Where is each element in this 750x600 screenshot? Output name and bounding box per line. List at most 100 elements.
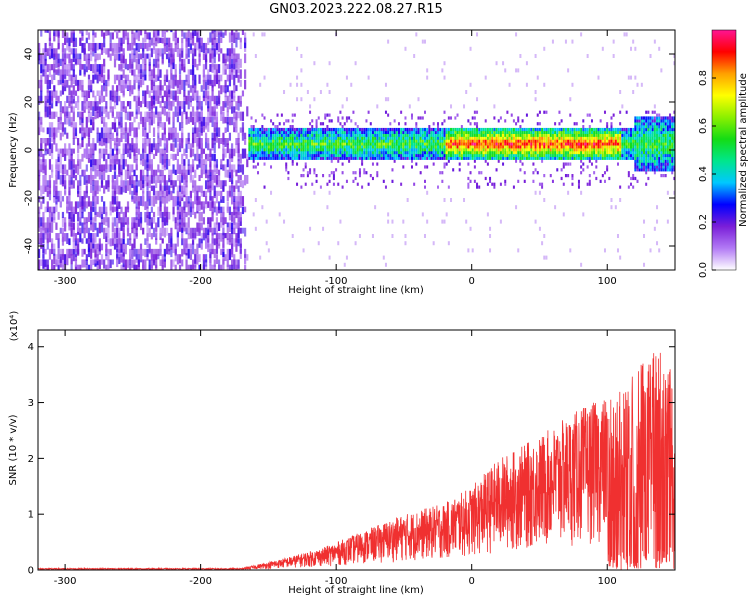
heatmap-cell — [421, 127, 424, 132]
heatmap-cell — [627, 145, 630, 149]
heatmap-cell — [298, 133, 301, 137]
heatmap-cell — [287, 153, 290, 158]
heatmap-cell — [96, 127, 99, 134]
heatmap-cell — [580, 136, 583, 140]
heatmap-cell — [632, 139, 635, 143]
heatmap-cell — [259, 139, 262, 143]
heatmap-cell — [484, 159, 487, 163]
heatmap-cell — [204, 164, 208, 174]
heatmap-cell — [272, 136, 275, 140]
heatmap-cell — [142, 148, 145, 160]
heatmap-cell — [107, 79, 110, 87]
heatmap-cell — [465, 148, 468, 152]
heatmap-cell — [616, 130, 619, 134]
heatmap-cell — [90, 174, 93, 186]
heatmap-cell — [545, 255, 548, 260]
heatmap-cell — [450, 145, 453, 149]
heatmap-cell — [601, 142, 604, 146]
heatmap-cell — [330, 142, 333, 146]
heatmap-cell — [57, 159, 60, 168]
heatmap-cell — [285, 162, 288, 166]
heatmap-cell — [42, 174, 45, 186]
heatmap-cell — [217, 243, 221, 249]
heatmap-cell — [189, 248, 192, 255]
heatmap-cell — [270, 142, 273, 146]
heatmap-cell — [233, 74, 236, 86]
heatmap-cell — [536, 156, 539, 160]
heatmap-cell — [354, 61, 357, 66]
heatmap-cell — [230, 116, 234, 126]
heatmap-cell — [619, 139, 622, 143]
heatmap-cell — [230, 106, 234, 114]
heatmap-cell — [580, 139, 583, 143]
heatmap-cell — [111, 122, 114, 130]
heatmap-cell — [61, 174, 65, 185]
heatmap-cell — [272, 133, 275, 137]
heatmap-cell — [532, 142, 535, 146]
heatmap-cell — [204, 138, 208, 149]
heatmap-cell — [113, 153, 117, 165]
heatmap-cell — [235, 85, 238, 92]
heatmap-cell — [597, 148, 600, 152]
heatmap-cell — [495, 150, 498, 155]
heatmap-cell — [42, 259, 45, 269]
heatmap-cell — [196, 185, 199, 194]
heatmap-cell — [289, 153, 292, 158]
heatmap-cell — [111, 217, 114, 224]
heatmap-cell — [515, 136, 518, 140]
heatmap-cell — [239, 248, 242, 259]
heatmap-cell — [70, 32, 73, 43]
heatmap-cell — [152, 42, 156, 51]
heatmap-cell — [64, 101, 67, 112]
heatmap-cell — [296, 182, 299, 186]
heatmap-cell — [226, 159, 229, 168]
heatmap-cell — [406, 127, 409, 132]
heatmap-cell — [191, 64, 195, 76]
heatmap-cell — [636, 153, 639, 158]
heatmap-cell — [230, 233, 234, 239]
heatmap-cell — [476, 182, 479, 186]
heatmap-cell — [402, 165, 405, 169]
heatmap-cell — [222, 148, 225, 159]
heatmap-cell — [226, 222, 229, 228]
heatmap-cell — [146, 159, 149, 168]
heatmap-cell — [228, 264, 232, 270]
heatmap-cell — [315, 125, 318, 129]
heatmap-cell — [309, 110, 312, 114]
heatmap-cell — [77, 238, 80, 244]
heatmap-cell — [85, 90, 88, 102]
heatmap-cell — [283, 136, 286, 140]
heatmap-cell — [311, 148, 314, 152]
heatmap-cell — [165, 53, 169, 60]
heatmap-cell — [161, 95, 164, 103]
heatmap-cell — [582, 130, 585, 134]
heatmap-cell — [437, 142, 440, 146]
heatmap-cell — [545, 136, 548, 140]
heatmap-cell — [419, 133, 422, 137]
heatmap-cell — [170, 259, 173, 270]
heatmap-cell — [423, 150, 426, 155]
heatmap-cell — [384, 185, 387, 189]
heatmap-cell — [209, 74, 212, 85]
heatmap-cell — [348, 153, 351, 158]
heatmap-cell — [72, 238, 75, 249]
heatmap-cell — [250, 127, 253, 132]
heatmap-cell — [109, 259, 112, 269]
heatmap-cell — [326, 133, 329, 137]
heatmap-cell — [519, 127, 522, 132]
heatmap-cell — [170, 132, 173, 140]
heatmap-cell — [207, 217, 210, 224]
heatmap-cell — [517, 156, 520, 160]
heatmap-cell — [107, 69, 110, 80]
heatmap-cell — [382, 179, 385, 183]
heatmap-cell — [48, 30, 52, 34]
heatmap-cell — [313, 61, 316, 66]
heatmap-cell — [191, 37, 195, 46]
heatmap-cell — [170, 227, 173, 237]
heatmap-cell — [96, 254, 99, 262]
heatmap-cell — [423, 110, 426, 114]
heatmap-cell — [116, 95, 119, 106]
heatmap-cell — [265, 150, 268, 155]
heatmap-cell — [148, 74, 151, 81]
heatmap-cell — [560, 150, 563, 155]
